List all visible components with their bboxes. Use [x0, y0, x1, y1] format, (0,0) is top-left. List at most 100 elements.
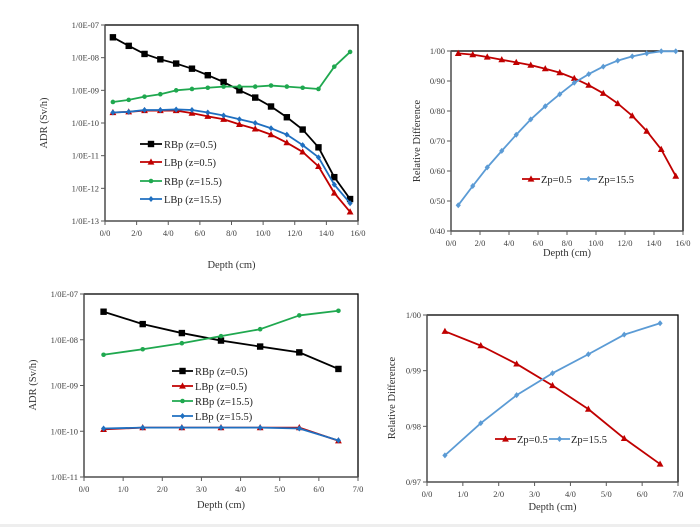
legend-marker-icon [179, 413, 186, 419]
data-point [252, 120, 258, 126]
data-point [672, 172, 680, 179]
legend-label: Zp=0.5 [517, 435, 548, 446]
x-tick-label: 0/0 [79, 484, 90, 494]
data-point [643, 127, 651, 134]
data-point [335, 365, 342, 373]
data-point [256, 343, 264, 350]
data-point [644, 50, 650, 57]
x-tick-label: 3/0 [196, 484, 207, 494]
series-line [112, 108, 351, 204]
data-point [100, 308, 107, 315]
data-point [110, 109, 116, 116]
series-lbp-z-15-5- [100, 424, 342, 444]
legend-item: LBp (z=15.5) [172, 412, 253, 423]
data-point [470, 183, 476, 189]
data-point [571, 79, 577, 86]
x-tick-label: 4/0 [235, 484, 246, 494]
x-tick-label: 8/0 [562, 238, 573, 248]
legend-marker-icon [502, 435, 509, 442]
legend-marker-icon [179, 367, 186, 375]
data-point [584, 405, 592, 412]
x-axis-title: Depth (cm) [543, 248, 592, 259]
y-tick-label: 1/0E-10 [51, 426, 78, 436]
data-point [296, 349, 303, 356]
series-rbp-z-0-5- [100, 308, 342, 373]
x-tick-label: 4/0 [565, 489, 576, 499]
data-point [173, 88, 179, 93]
data-point [204, 72, 211, 79]
data-point [513, 131, 519, 138]
legend-item: RBp (z=0.5) [172, 367, 248, 378]
x-tick-label: 16/0 [675, 238, 690, 248]
legend-marker-icon [147, 158, 155, 165]
x-tick-label: 12/0 [617, 238, 632, 248]
data-point [330, 189, 338, 196]
data-point [347, 200, 353, 207]
data-point [498, 56, 506, 63]
data-point [331, 173, 338, 181]
data-point [188, 65, 196, 72]
data-point [483, 53, 491, 60]
series-line [103, 309, 339, 356]
x-tick-label: 1/0 [118, 484, 129, 494]
legend-label: RBp (z=0.5) [195, 367, 248, 378]
y-tick-label: 1/00 [406, 310, 421, 320]
data-point [218, 333, 224, 339]
y-tick-label: 0/90 [430, 76, 445, 86]
data-point [300, 85, 305, 91]
data-point [478, 420, 484, 427]
y-tick-label: 0/60 [430, 166, 445, 176]
data-point [236, 116, 243, 123]
data-point [656, 460, 664, 467]
legend-item: RBp (z=15.5) [140, 177, 222, 188]
legend-item: RBp (z=15.5) [172, 397, 253, 408]
x-tick-label: 5/0 [274, 484, 285, 494]
series-zp-15-5 [455, 48, 679, 209]
chart-rd-16: 0/40 0/50 0/60 0/70 0/80 0/90 1/00 0/0 2/0 4/0 6/0… [412, 46, 691, 259]
data-point [179, 424, 185, 431]
data-point [620, 434, 628, 442]
x-tick-label: 6/0 [194, 228, 205, 238]
x-tick-label: 2/0 [493, 489, 504, 499]
y-tick-label: 1/0E-13 [72, 216, 99, 226]
chart-adr-7: 1/0E-07 1/0E-08 1/0E-09 1/0E-10 1/0E-110/0 1/… [28, 289, 363, 511]
y-tick-label: 1/00 [430, 46, 445, 56]
x-tick-label: 10/0 [256, 228, 271, 238]
legend-item: LBp (z=0.5) [172, 382, 247, 393]
data-point [220, 112, 227, 119]
data-point [205, 85, 211, 91]
data-point [268, 83, 274, 88]
data-point [157, 107, 163, 114]
data-point [454, 49, 462, 56]
series-lbp-z-15-5- [110, 106, 353, 207]
legend-marker-icon [527, 175, 535, 182]
data-point [673, 48, 679, 55]
data-point [204, 112, 212, 119]
data-point [141, 107, 148, 114]
data-point [512, 58, 520, 65]
data-point [469, 51, 477, 58]
data-point [621, 331, 627, 338]
x-tick-label: 12/0 [287, 228, 302, 238]
data-point [570, 74, 578, 81]
y-tick-label: 1/0E-07 [72, 20, 99, 30]
legend-label: RBp (z=15.5) [164, 177, 222, 188]
data-point [267, 131, 275, 138]
data-point [217, 337, 225, 344]
legend-label: LBp (z=0.5) [195, 382, 247, 393]
x-tick-label: 7/0 [673, 489, 684, 499]
y-axis-title: Relative Difference [387, 357, 398, 440]
x-axis-title: Depth (cm) [528, 502, 577, 513]
data-point [140, 346, 146, 352]
data-point [615, 57, 621, 64]
data-point [296, 425, 302, 432]
data-point [331, 64, 337, 69]
data-point [157, 56, 164, 63]
data-point [126, 108, 132, 115]
data-point [100, 425, 107, 432]
data-point [614, 99, 622, 107]
legend-marker-icon [148, 196, 154, 202]
y-tick-label: 1/0E-11 [72, 151, 99, 161]
legend-marker-icon [556, 436, 563, 442]
legend-item: Zp=15.5 [580, 175, 634, 186]
